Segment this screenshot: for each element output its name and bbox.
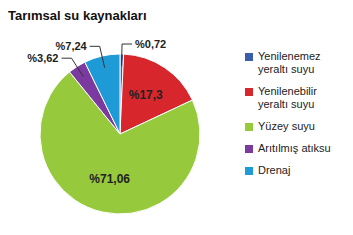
html-text:Yüzey suyu: Yüzey suyu [258,119,315,132]
svg-text:%3,62: %3,62 [27,52,58,64]
html-text:Tarımsal su kaynakları: Tarımsal su kaynakları [8,8,147,23]
html-text:Yenilenebilir yeraltı suyu: Yenilenebilir yeraltı suyu [258,84,317,110]
html-text:Arıtılmış atıksu: Arıtılmış atıksu [258,141,331,154]
html-text:Drenaj: Drenaj [258,163,291,176]
svg-text:%7,24: %7,24 [55,40,87,52]
svg-text:%0,72: %0,72 [135,38,166,50]
svg-text:%71,06: %71,06 [89,172,130,186]
svg-text:%17,3: %17,3 [129,88,163,102]
html-text:Yenilenemez yeraltı suyu: Yenilenemez yeraltı suyu [258,49,321,75]
